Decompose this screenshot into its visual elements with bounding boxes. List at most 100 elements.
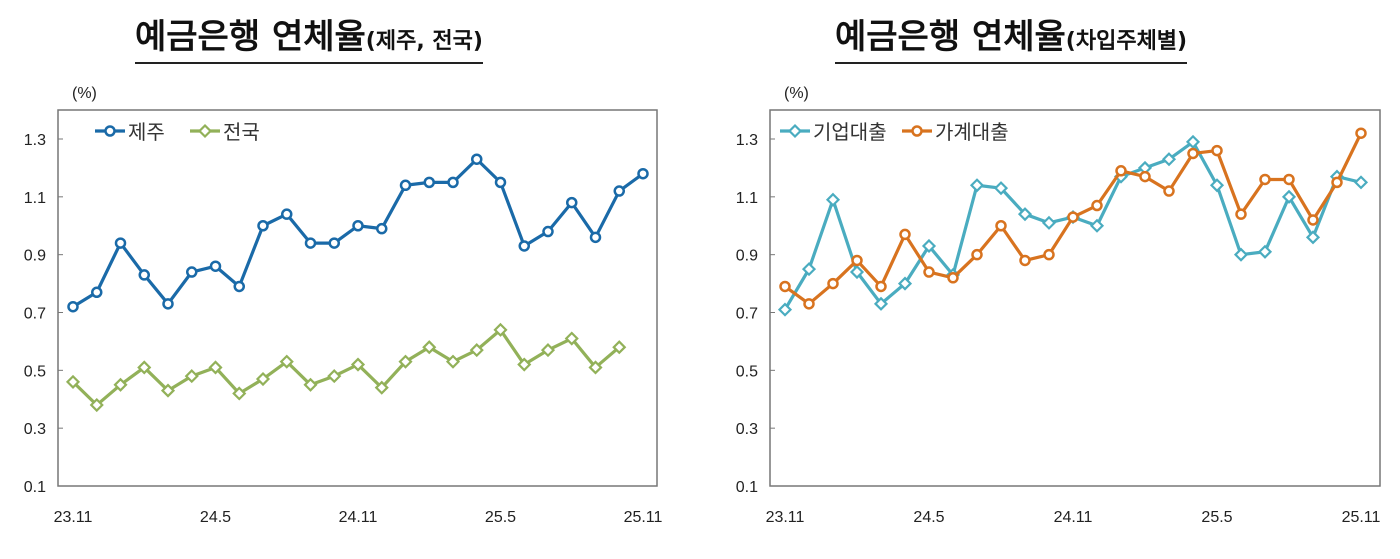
data-point-가계대출 <box>1307 214 1319 226</box>
data-point-가계대출 <box>1067 211 1079 223</box>
data-point-기업대출 <box>1041 215 1057 230</box>
title-sub: (제주, 전국) <box>365 29 483 54</box>
data-point-가계대출 <box>923 266 935 278</box>
data-point-전국 <box>374 380 389 395</box>
x-tick-label: 23.11 <box>766 509 805 526</box>
data-point-전국 <box>255 371 271 387</box>
data-point-가계대출 <box>1259 173 1271 186</box>
y-tick-label: 0.3 <box>24 421 46 438</box>
data-point-전국 <box>540 343 556 358</box>
data-point-가계대출 <box>779 280 791 293</box>
data-point-제주 <box>566 196 578 209</box>
data-point-기업대출 <box>993 181 1009 196</box>
legend-marker <box>787 123 803 139</box>
plot-frame <box>57 109 658 487</box>
y-tick-label: 0.5 <box>24 363 46 380</box>
data-point-기업대출 <box>897 276 913 291</box>
data-point-제주 <box>257 220 269 232</box>
data-point-가계대출 <box>971 248 983 261</box>
y-tick-label: 0.5 <box>736 363 758 380</box>
data-point-기업대출 <box>1257 244 1273 259</box>
data-point-가계대출 <box>851 254 863 267</box>
data-point-가계대출 <box>947 272 959 284</box>
y-tick-label: 1.1 <box>736 190 758 207</box>
x-tick-label: 24.11 <box>1054 509 1093 526</box>
data-point-전국 <box>279 354 294 369</box>
legend-label: 기업대출 <box>813 120 887 144</box>
data-point-가계대출 <box>827 277 839 290</box>
data-point-전국 <box>469 343 484 358</box>
data-point-전국 <box>160 383 176 398</box>
data-point-기업대출 <box>1305 230 1321 245</box>
data-point-전국 <box>493 322 508 337</box>
data-point-전국 <box>445 354 461 369</box>
data-point-제주 <box>328 237 340 249</box>
data-point-가계대출 <box>1163 185 1175 197</box>
y-tick-label: 1.3 <box>736 132 758 149</box>
data-point-전국 <box>113 377 128 392</box>
x-tick-label: 25.11 <box>1342 509 1381 526</box>
data-point-가계대출 <box>899 228 911 241</box>
data-point-가계대출 <box>1331 176 1343 189</box>
x-tick-label: 24.11 <box>339 509 378 526</box>
data-point-전국 <box>65 374 81 389</box>
data-point-기업대출 <box>1209 178 1225 193</box>
data-point-가계대출 <box>1139 170 1151 183</box>
data-point-제주 <box>376 222 388 235</box>
data-point-가계대출 <box>1235 208 1247 220</box>
x-tick-label: 25.5 <box>485 509 516 526</box>
data-point-기업대출 <box>1017 207 1033 222</box>
data-point-전국 <box>612 340 627 355</box>
data-point-가계대출 <box>803 298 815 310</box>
data-point-전국 <box>422 340 437 355</box>
data-point-기업대출 <box>1089 218 1105 233</box>
title-main: 예금은행 연체율 <box>835 17 1066 57</box>
series-line-기업대출 <box>783 140 1362 311</box>
data-point-가계대출 <box>1019 254 1031 267</box>
data-point-제주 <box>281 208 293 220</box>
data-point-제주 <box>399 179 412 192</box>
data-point-전국 <box>327 369 342 384</box>
legend-marker <box>911 125 923 137</box>
data-point-제주 <box>186 266 198 278</box>
y-tick-label: 1.3 <box>24 132 46 149</box>
data-point-기업대출 <box>1161 152 1177 167</box>
x-tick-label: 23.11 <box>54 509 93 526</box>
legend-marker <box>197 123 213 139</box>
x-tick-label: 25.5 <box>1201 509 1232 526</box>
data-point-제주 <box>471 153 483 165</box>
x-tick-label: 24.5 <box>913 509 944 526</box>
data-point-기업대출 <box>1233 247 1249 262</box>
data-point-기업대출 <box>849 264 865 280</box>
data-point-기업대출 <box>1353 175 1369 190</box>
y-axis-unit: (%) <box>784 85 809 102</box>
y-tick-label: 0.9 <box>736 248 758 265</box>
data-point-제주 <box>304 237 317 249</box>
data-point-전국 <box>208 360 223 375</box>
data-point-제주 <box>518 240 530 252</box>
data-point-제주 <box>91 286 103 299</box>
data-point-가계대출 <box>1355 127 1367 139</box>
data-point-제주 <box>542 225 554 238</box>
data-point-제주 <box>209 260 222 272</box>
data-point-전국 <box>517 357 532 372</box>
data-point-전국 <box>303 377 318 392</box>
data-point-기업대출 <box>921 238 937 254</box>
data-point-전국 <box>232 386 247 401</box>
y-tick-label: 0.7 <box>24 306 46 323</box>
data-point-전국 <box>588 360 603 375</box>
data-point-전국 <box>350 357 366 372</box>
data-point-기업대출 <box>801 262 817 277</box>
data-point-전국 <box>184 369 199 384</box>
data-point-가계대출 <box>995 220 1007 232</box>
data-point-기업대출 <box>969 178 985 193</box>
y-tick-label: 0.9 <box>24 248 46 265</box>
data-point-가계대출 <box>1211 144 1223 157</box>
data-point-전국 <box>89 397 104 413</box>
series-line-제주 <box>72 157 644 309</box>
data-point-제주 <box>637 167 649 180</box>
data-point-제주 <box>352 220 364 232</box>
plot-frame <box>769 109 1381 487</box>
data-point-전국 <box>137 360 152 375</box>
data-point-제주 <box>138 269 150 281</box>
